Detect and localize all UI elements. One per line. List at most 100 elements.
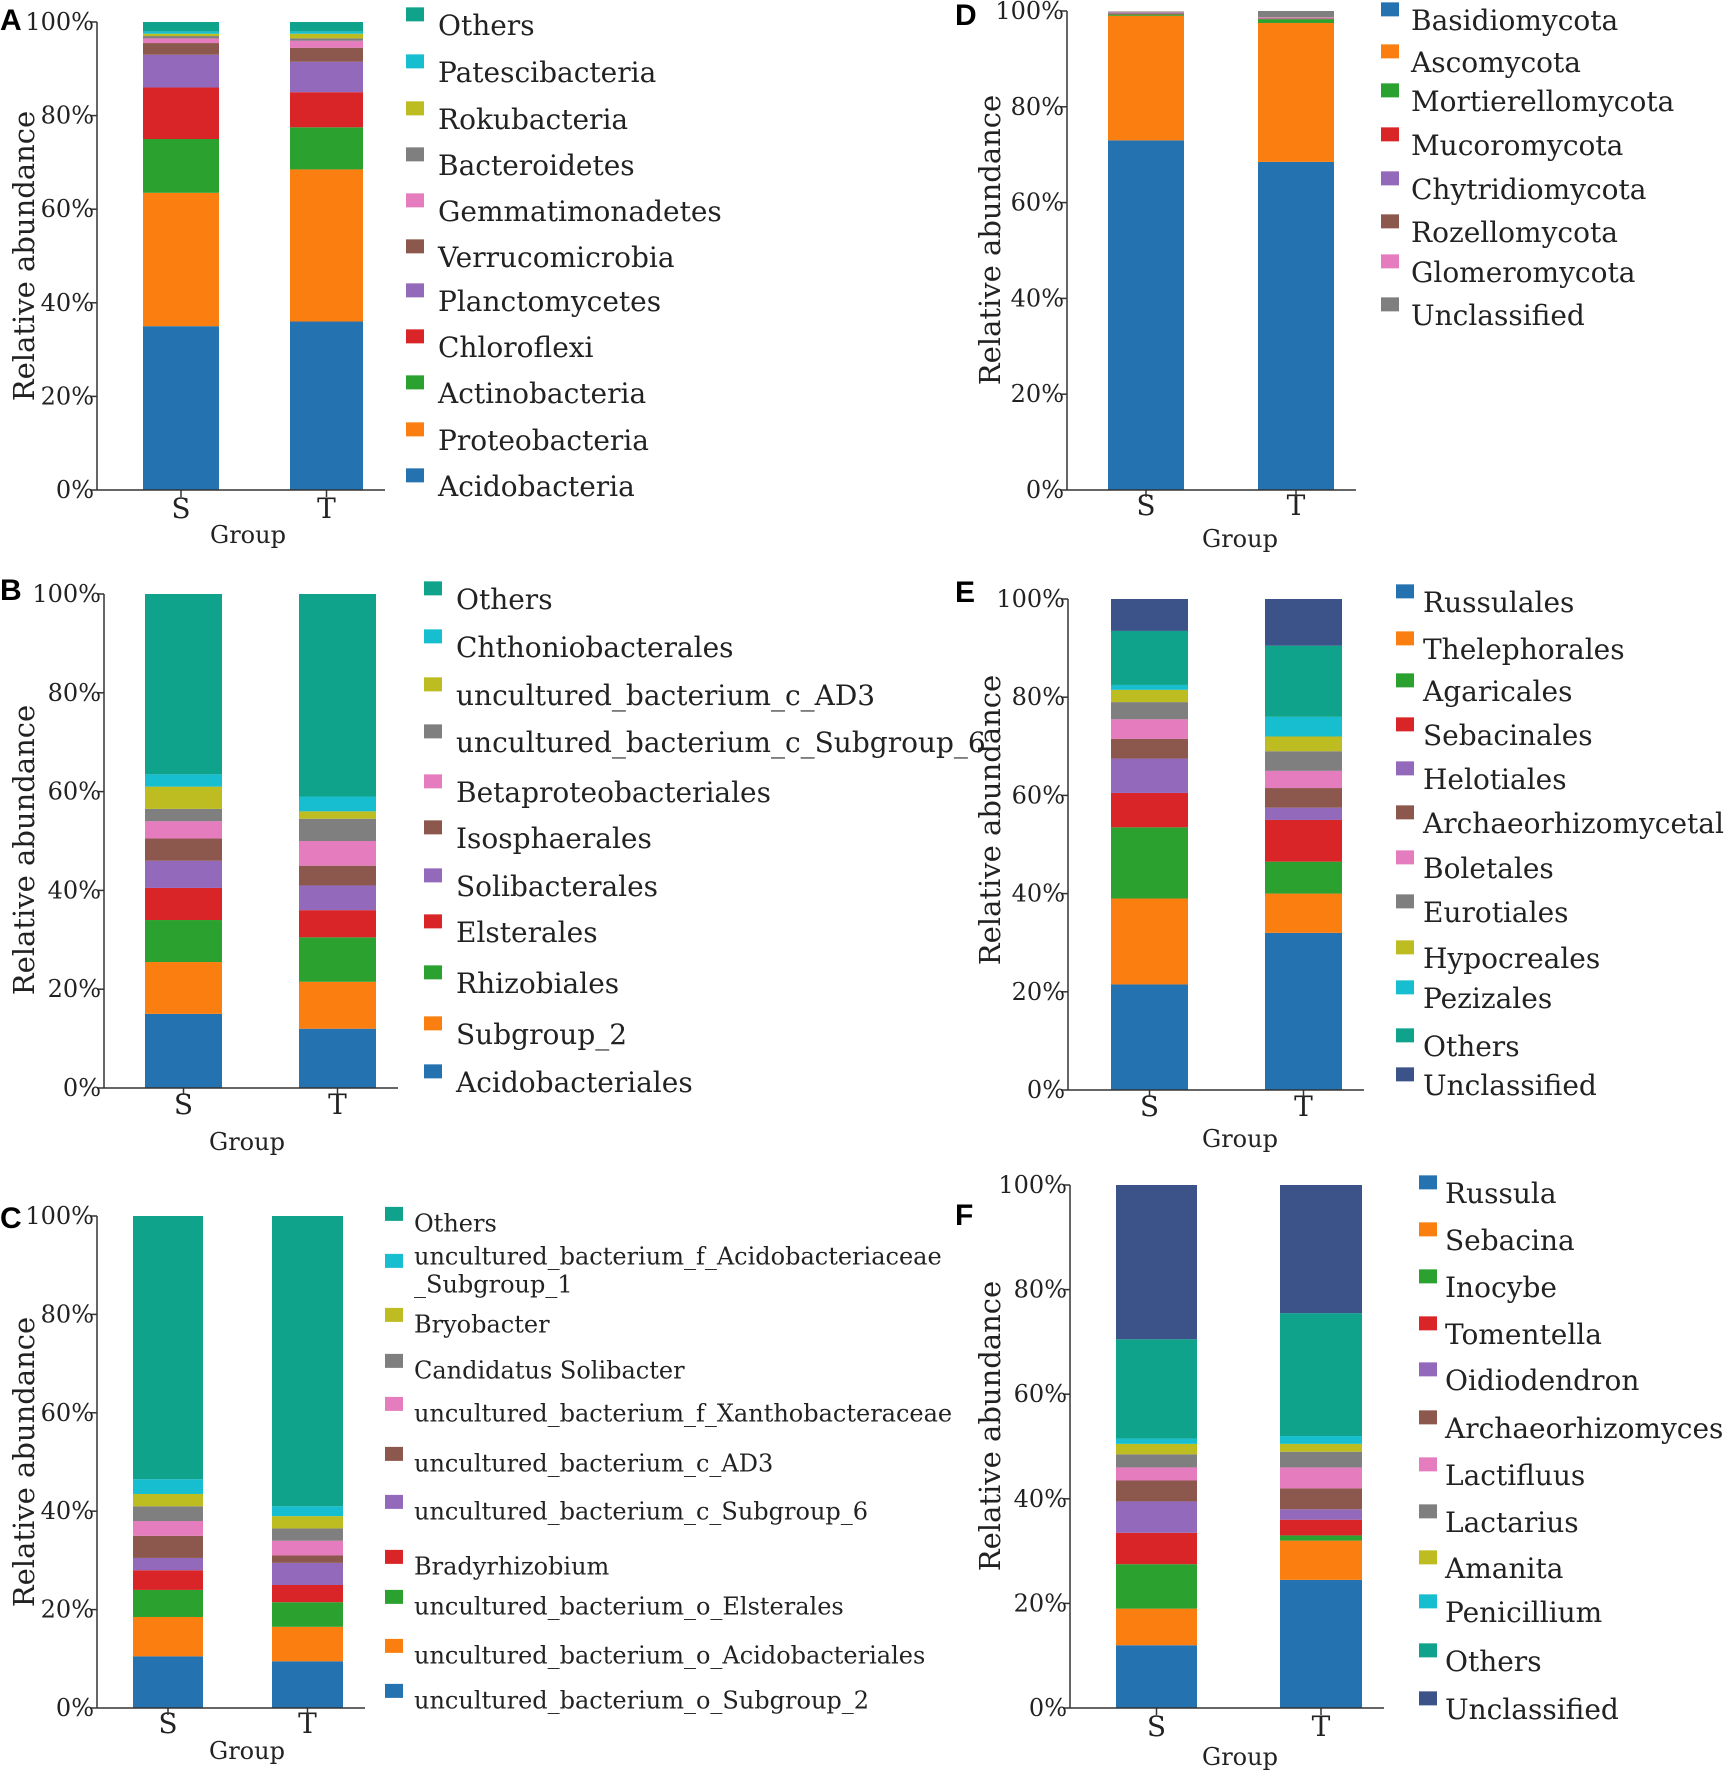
bar-segment-c-s-3: [133, 1570, 203, 1590]
x-tick-label: T: [1294, 1090, 1313, 1123]
legend-swatch: [424, 774, 442, 789]
bar-segment-a-t-0: [290, 321, 363, 490]
bar-segment-b-s-1: [145, 962, 222, 1014]
legend-swatch: [406, 193, 424, 208]
legend-swatch: [424, 914, 442, 929]
legend-label: Ascomycota: [1410, 46, 1581, 79]
y-axis-label: Relative abundance: [7, 1317, 41, 1607]
bar-segment-c-s-7: [133, 1506, 203, 1522]
bar-segment-b-t-7: [299, 818, 376, 841]
y-tick-label: 40%: [41, 289, 94, 317]
legend: Others Chthoniobacterales uncultured_bacte…: [424, 581, 986, 1099]
bar-segment-f-s-7: [1116, 1454, 1197, 1468]
y-tick-label: 20%: [41, 1596, 94, 1624]
bar-segment-a-t-3: [290, 92, 363, 128]
x-axis-label: Group: [210, 521, 286, 549]
bar-segment-e-s-11: [1111, 599, 1188, 631]
bar-segment-e-s-7: [1111, 702, 1188, 720]
legend-label: Gemmatimonadetes: [438, 195, 722, 228]
x-tick-label: S: [1136, 489, 1155, 522]
bar-segment-e-s-2: [1111, 827, 1188, 899]
bar-segment-b-s-6: [145, 821, 222, 839]
x-axis-label: Group: [209, 1128, 285, 1156]
legend-label: Unclassified: [1445, 1693, 1619, 1726]
bar-segment-f-t-10: [1280, 1313, 1362, 1437]
bar-segment-c-s-0: [133, 1656, 203, 1708]
bar-segment-a-s-6: [143, 38, 219, 44]
y-tick-label: 80%: [41, 1300, 94, 1328]
legend-label: Rhizobiales: [456, 967, 619, 1000]
panel-b: B S T 0% 20% 40% 60% 80% 100% Group Relative abund…: [0, 574, 986, 1156]
legend-swatch: [1381, 44, 1399, 59]
legend-swatch: [1419, 1222, 1437, 1237]
bar-segment-c-t-2: [272, 1602, 343, 1627]
bar-segment-c-t-4: [272, 1562, 343, 1585]
legend-label: uncultured_bacterium_f_Acidobacteriaceae…: [414, 1242, 942, 1298]
bar-segment-a-s-0: [143, 326, 219, 490]
legend-swatch: [424, 677, 442, 692]
y-axis-label: Relative abundance: [973, 675, 1007, 965]
y-tick-label: 100%: [998, 1171, 1067, 1199]
legend-swatch: [1419, 1362, 1437, 1377]
legend-label: Eurotiales: [1423, 896, 1569, 929]
x-tick-label: T: [298, 1707, 317, 1740]
y-axis-label: Relative abundance: [973, 1281, 1007, 1571]
legend-label: Planctomycetes: [438, 285, 661, 318]
bar-segment-e-t-1: [1265, 893, 1342, 933]
y-tick-label: 60%: [41, 1399, 94, 1427]
y-tick-label: 80%: [1012, 683, 1065, 711]
legend-swatch: [1381, 297, 1399, 312]
y-tick-label: 0%: [56, 476, 94, 504]
legend-label: Mortierellomycota: [1411, 85, 1674, 118]
y-axis-label: Relative abundance: [7, 705, 41, 995]
legend-swatch: [385, 1307, 403, 1322]
bar-segment-b-t-3: [299, 910, 376, 938]
bar-segment-c-t-1: [272, 1626, 343, 1662]
y-tick-label: 40%: [1014, 1485, 1067, 1513]
x-tick-label: S: [171, 492, 190, 525]
legend-label: Sebacinales: [1423, 719, 1593, 752]
legend-swatch: [385, 1494, 403, 1509]
legend-swatch: [385, 1253, 403, 1268]
legend-swatch: [406, 147, 424, 162]
bar-segment-d-s-0: [1108, 140, 1184, 490]
bar-segment-c-t-8: [272, 1516, 343, 1529]
legend-swatch: [1381, 127, 1399, 142]
panel-f: F S T 0% 20% 40% 60% 80% 100% Group Relative abund…: [955, 1171, 1723, 1771]
legend-label: Rozellomycota: [1411, 216, 1618, 249]
legend-swatch: [424, 965, 442, 980]
bar-segment-e-t-7: [1265, 751, 1342, 771]
y-tick-label: 0%: [1026, 476, 1064, 504]
legend-label: Acidobacteria: [437, 470, 635, 503]
legend-label: Archaeorhizomyces: [1444, 1412, 1723, 1445]
legend-swatch: [385, 1589, 403, 1604]
legend-label: Acidobacteriales: [455, 1066, 693, 1099]
x-tick-label: T: [1287, 489, 1306, 522]
panel-a: A S T 0% 20% 40% 60% 80% 100% Group Relative abund…: [0, 4, 722, 549]
legend-swatch: [424, 629, 442, 644]
bar-segment-c-s-10: [133, 1216, 203, 1480]
y-tick-label: 0%: [56, 1694, 94, 1722]
y-tick-label: 60%: [1014, 1380, 1067, 1408]
x-tick-label: S: [174, 1088, 193, 1121]
legend-label: Agaricales: [1422, 675, 1572, 708]
legend-swatch: [385, 1206, 403, 1221]
legend-label: Basidiomycota: [1411, 4, 1618, 37]
bar-segment-f-t-1: [1280, 1540, 1362, 1580]
bar-segment-a-t-9: [290, 31, 363, 34]
legend-swatch: [1419, 1269, 1437, 1284]
legend-swatch: [385, 1683, 403, 1698]
legend-swatch: [406, 422, 424, 437]
legend-swatch: [424, 1064, 442, 1079]
bar-segment-b-t-8: [299, 811, 376, 819]
bar-segment-e-t-5: [1265, 788, 1342, 808]
legend-label: Boletales: [1423, 852, 1554, 885]
y-tick-label: 60%: [1012, 781, 1065, 809]
bar-segment-f-s-3: [1116, 1532, 1197, 1565]
legend-label: Lactarius: [1445, 1506, 1579, 1539]
x-tick-label: S: [1140, 1090, 1159, 1123]
bar-segment-b-s-2: [145, 920, 222, 963]
bar-segment-f-t-6: [1280, 1467, 1362, 1489]
legend-swatch: [1381, 2, 1399, 17]
